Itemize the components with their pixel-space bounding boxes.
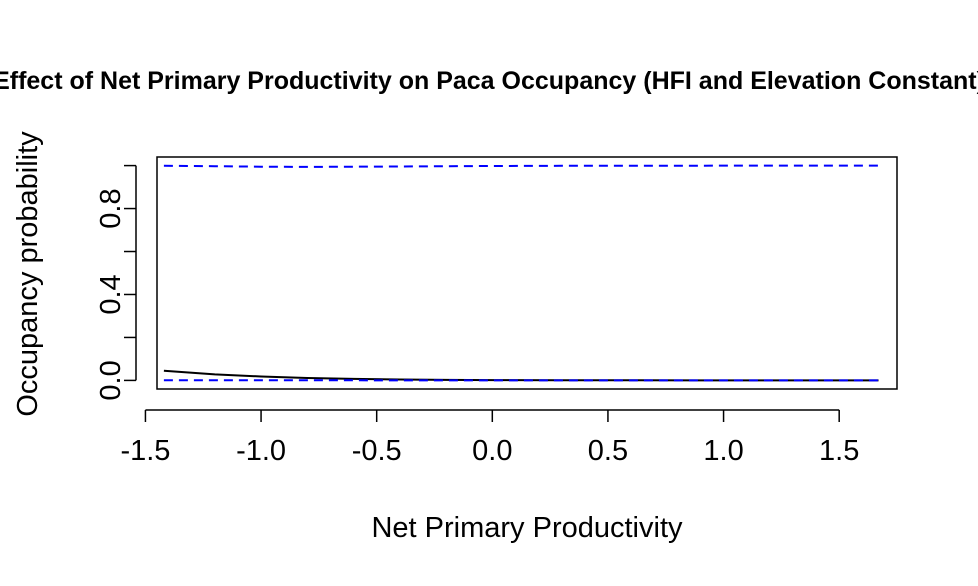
y-tick-label: 0.0 (95, 360, 127, 400)
x-tick-label: 1.0 (703, 435, 743, 467)
series-line-upper (163, 164, 879, 168)
chart-title: Effect of Net Primary Productivity on Pa… (0, 67, 978, 95)
y-axis-label: Occupancy probability (12, 131, 44, 417)
x-tick-label: -1.5 (120, 435, 170, 467)
y-tick-label: 0.4 (95, 274, 127, 314)
x-tick-label: -1.0 (236, 435, 286, 467)
x-tick-label: 0.0 (472, 435, 512, 467)
plot-frame (156, 156, 898, 390)
y-tick-label: 0.8 (95, 188, 127, 228)
plot-lines (163, 164, 879, 382)
x-tick-label: 1.5 (819, 435, 859, 467)
x-axis-label: Net Primary Productivity (371, 512, 683, 544)
x-axis: -1.5 -1.0 -0.5 0.0 0.5 1.0 1.5 (120, 409, 859, 467)
x-tick-label: 0.5 (588, 435, 628, 467)
x-tick-label: -0.5 (352, 435, 402, 467)
y-axis: 0.0 0.4 0.8 (95, 164, 137, 401)
